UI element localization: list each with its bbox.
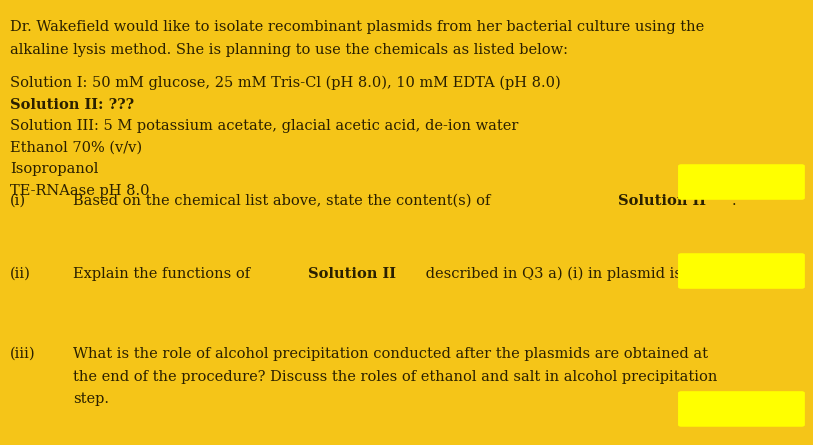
Text: Explain the functions of: Explain the functions of [73, 267, 255, 281]
Text: Solution III: 5 M potassium acetate, glacial acetic acid, de-ion water: Solution III: 5 M potassium acetate, gla… [10, 119, 518, 133]
Text: Based on the chemical list above, state the content(s) of: Based on the chemical list above, state … [73, 194, 495, 207]
Text: described in Q3 a) (i) in plasmid isolation.: described in Q3 a) (i) in plasmid isolat… [421, 267, 738, 281]
Text: the end of the procedure? Discuss the roles of ethanol and salt in alcohol preci: the end of the procedure? Discuss the ro… [73, 370, 718, 384]
Text: step.: step. [73, 392, 109, 406]
Text: Solution II: ???: Solution II: ??? [10, 97, 134, 112]
Text: Solution I: 50 mM glucose, 25 mM Tris-Cl (pH 8.0), 10 mM EDTA (pH 8.0): Solution I: 50 mM glucose, 25 mM Tris-Cl… [10, 76, 560, 90]
FancyBboxPatch shape [678, 391, 805, 427]
Text: TE-RNAase pH 8.0: TE-RNAase pH 8.0 [10, 184, 150, 198]
Text: (i): (i) [10, 194, 26, 207]
Text: Dr. Wakefield would like to isolate recombinant plasmids from her bacterial cult: Dr. Wakefield would like to isolate reco… [10, 20, 704, 34]
Text: What is the role of alcohol precipitation conducted after the plasmids are obtai: What is the role of alcohol precipitatio… [73, 347, 708, 361]
Text: (ii): (ii) [10, 267, 31, 281]
Text: Solution II: Solution II [618, 194, 706, 207]
FancyBboxPatch shape [678, 164, 805, 200]
Text: .: . [731, 194, 736, 207]
Text: Ethanol 70% (v/v): Ethanol 70% (v/v) [10, 141, 142, 155]
Text: (iii): (iii) [10, 347, 36, 361]
Text: alkaline lysis method. She is planning to use the chemicals as listed below:: alkaline lysis method. She is planning t… [10, 43, 567, 57]
Text: Isopropanol: Isopropanol [10, 162, 98, 176]
FancyBboxPatch shape [678, 253, 805, 289]
Text: Solution II: Solution II [307, 267, 396, 281]
